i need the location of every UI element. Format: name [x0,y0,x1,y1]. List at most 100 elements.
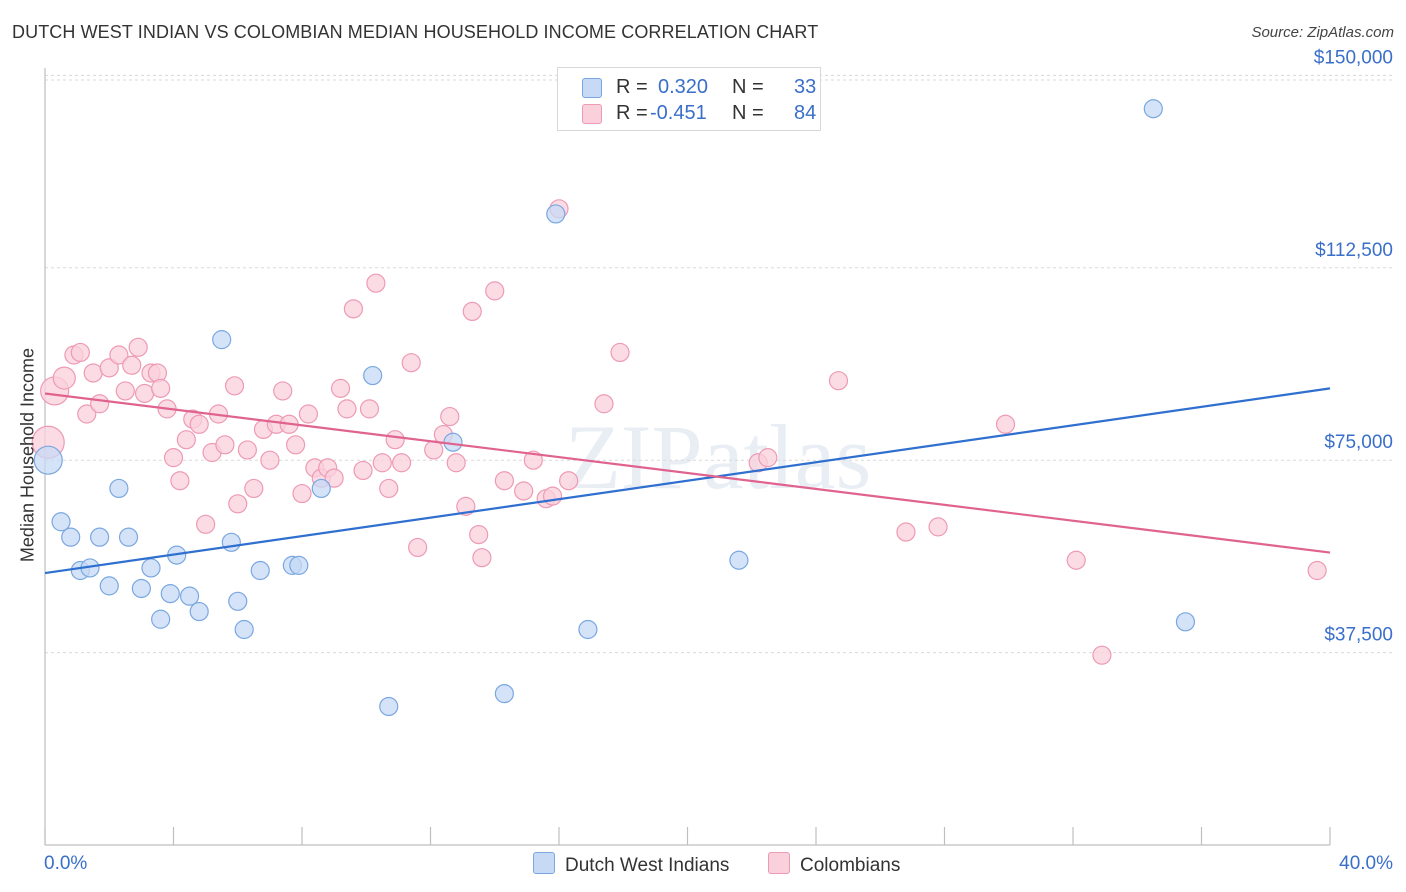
data-point [546,204,566,224]
data-point [408,537,428,558]
data-point [578,619,598,640]
trend-line [44,387,1331,575]
data-point [359,399,380,419]
data-point [77,404,97,424]
data-point [542,486,563,506]
data-point [234,619,254,640]
y-tick-label: $150,000 [1314,47,1393,68]
data-point [372,453,392,473]
data-point [122,355,142,375]
data-point [729,550,749,570]
data-point [828,371,849,391]
trend-lines [44,387,1331,575]
data-point [610,342,630,363]
data-point [1143,99,1163,119]
data-point [179,586,200,606]
data-point [215,435,235,455]
data-point [118,527,139,547]
data-point [228,494,248,514]
data-point [385,430,405,450]
legend-label: Dutch West Indians [565,855,730,876]
data-point [494,471,514,491]
data-point [141,558,161,578]
data-point [363,365,383,386]
source-label: Source: ZipAtlas.com [1251,24,1394,41]
data-point [212,330,232,350]
legend-swatch-pink [768,852,790,874]
data-points [31,99,1327,717]
data-point [70,342,90,363]
data-point [285,435,306,455]
data-point [379,478,399,499]
r-label: R = [616,102,648,124]
data-point [260,450,280,470]
r-value: 0.320 [658,76,709,98]
data-point [151,609,171,629]
data-point [462,301,482,322]
data-point [109,478,129,499]
data-point [298,404,319,424]
r-label: R = [616,76,648,98]
data-point [134,383,155,404]
data-point [472,548,492,568]
n-value: 84 [794,102,817,124]
data-point [485,281,505,301]
data-point [928,517,948,537]
data-point [1092,645,1112,665]
legend-label: Colombians [800,855,901,876]
legend-item-dutch-west-indians: Dutch West Indians [533,852,729,877]
data-point [401,353,421,373]
x-tick-label: 40.0% [1339,853,1393,874]
data-point [330,378,351,398]
data-point [292,483,312,504]
data-point [115,381,135,401]
y-tick-label: $112,500 [1315,240,1393,261]
data-point [128,337,148,357]
trend-line [44,392,1331,554]
data-point [189,601,209,622]
data-point [995,414,1016,434]
data-point [311,478,331,499]
legend-swatch-blue [582,78,602,98]
data-point [250,560,270,581]
data-point [61,527,81,547]
data-point [343,299,363,319]
data-point [758,448,778,468]
data-point [151,378,171,398]
data-point [1307,560,1327,581]
data-point [99,576,119,596]
legend-swatch-pink [582,104,602,124]
y-axis-label: Median Household Income [17,347,38,563]
data-point [366,273,386,293]
stats-legend: R = 0.320 N = 33 R = -0.451 N = 84 [557,67,821,131]
data-point [896,522,916,542]
data-point [559,471,579,491]
data-point [228,591,248,611]
n-label: N = [732,102,764,124]
data-point [494,684,514,704]
legend-swatch-blue [533,852,555,874]
data-point [196,514,216,534]
data-point [224,376,245,396]
data-point [189,414,209,434]
data-point [109,345,129,365]
data-point [594,394,614,414]
data-point [160,583,180,604]
data-point [353,460,373,481]
data-point [90,527,110,547]
data-point [273,381,293,401]
data-point [237,440,257,460]
data-point [523,450,543,470]
n-label: N = [732,76,764,98]
data-point [221,532,241,552]
r-value: -0.451 [650,102,707,124]
data-point [52,366,76,390]
axis-ticks: $37,500 $75,000 $112,500 $150,000 0.0% 40.0% [44,47,1393,874]
data-point [337,399,357,419]
data-point [33,445,63,475]
data-point [469,524,489,545]
grid-lines [45,74,1393,654]
data-point [170,471,190,491]
y-tick-label: $37,500 [1324,625,1393,646]
